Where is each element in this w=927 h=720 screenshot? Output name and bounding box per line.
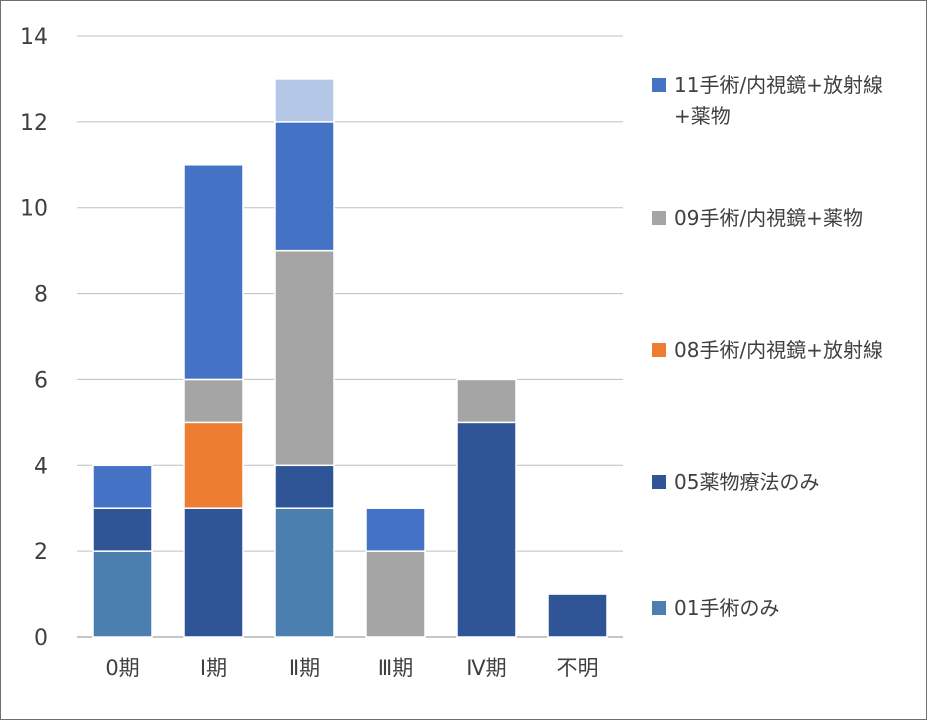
legend-label: 09手術/内視鏡+薬物 bbox=[674, 206, 863, 230]
y-tick-label: 10 bbox=[20, 197, 48, 222]
y-tick-label: 12 bbox=[20, 111, 48, 136]
x-category-label: Ⅰ期 bbox=[200, 656, 227, 680]
bar-segment bbox=[183, 421, 244, 509]
bar-segment bbox=[456, 421, 517, 638]
x-category-label: Ⅳ期 bbox=[466, 656, 506, 680]
y-tick-label: 4 bbox=[34, 454, 48, 479]
x-category-label: 不明 bbox=[557, 656, 599, 680]
bars-group bbox=[92, 78, 608, 638]
legend-label: 11手術/内視鏡+放射線+薬物 bbox=[674, 73, 883, 128]
bar-segment bbox=[183, 507, 244, 638]
legend-swatch bbox=[652, 475, 666, 489]
bar-segment bbox=[92, 550, 153, 638]
x-category-label: Ⅲ期 bbox=[378, 656, 413, 680]
bar-segment bbox=[547, 593, 608, 638]
bar-segment bbox=[92, 464, 153, 509]
bar-segment bbox=[365, 550, 426, 638]
legend-swatch bbox=[652, 343, 666, 357]
y-tick-label: 8 bbox=[34, 283, 48, 308]
y-tick-label: 2 bbox=[34, 540, 48, 565]
bar-segment bbox=[274, 507, 335, 638]
legend-swatch bbox=[652, 78, 666, 92]
legend-label: 01手術のみ bbox=[674, 596, 780, 620]
y-tick-label: 14 bbox=[20, 25, 48, 50]
bar-segment bbox=[274, 249, 335, 467]
x-category-label: Ⅱ期 bbox=[289, 656, 320, 680]
x-category-labels: 0期 Ⅰ期 Ⅱ期 Ⅲ期 Ⅳ期 不明 bbox=[105, 656, 598, 680]
x-category-label: 0期 bbox=[105, 656, 139, 680]
bar-segment bbox=[183, 378, 244, 424]
legend-label: 05薬物療法のみ bbox=[674, 470, 820, 494]
gridlines bbox=[77, 35, 623, 638]
bar-segment bbox=[274, 121, 335, 252]
y-tick-labels: 0 2 4 6 8 10 12 14 bbox=[20, 25, 48, 651]
bar-segment bbox=[274, 78, 335, 123]
bar-segment bbox=[274, 464, 335, 509]
y-tick-label: 6 bbox=[34, 368, 48, 393]
bar-segment bbox=[365, 507, 426, 552]
legend-swatch bbox=[652, 211, 666, 225]
y-tick-label: 0 bbox=[34, 626, 48, 651]
bar-segment bbox=[183, 164, 244, 381]
legend-swatch bbox=[652, 601, 666, 615]
legend-label: 08手術/内視鏡+放射線 bbox=[674, 338, 883, 362]
bar-segment bbox=[92, 507, 153, 552]
bar-segment bbox=[456, 378, 517, 424]
